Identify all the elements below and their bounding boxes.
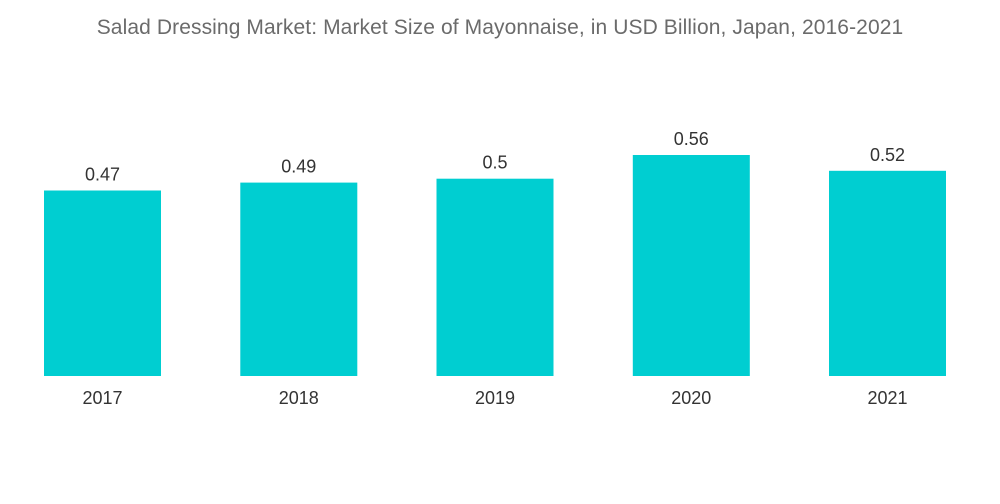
x-tick-label-2018: 2018 — [279, 388, 319, 408]
bar-2019 — [436, 178, 554, 376]
bar-2020 — [632, 155, 750, 376]
data-label-2017: 0.47 — [85, 165, 120, 185]
data-label-2020: 0.56 — [674, 129, 709, 149]
bar-2021 — [829, 170, 946, 376]
data-label-2018: 0.49 — [281, 157, 316, 177]
x-tick-label-2021: 2021 — [867, 388, 907, 408]
data-label-2019: 0.5 — [482, 153, 507, 173]
x-tick-label-2017: 2017 — [82, 388, 122, 408]
x-tick-label-2019: 2019 — [475, 388, 515, 408]
bar-2017 — [44, 190, 161, 376]
bar-2018 — [240, 182, 358, 376]
x-tick-label-2020: 2020 — [671, 388, 711, 408]
chart-title: Salad Dressing Market: Market Size of Ma… — [96, 16, 904, 39]
data-label-2021: 0.52 — [870, 145, 905, 165]
